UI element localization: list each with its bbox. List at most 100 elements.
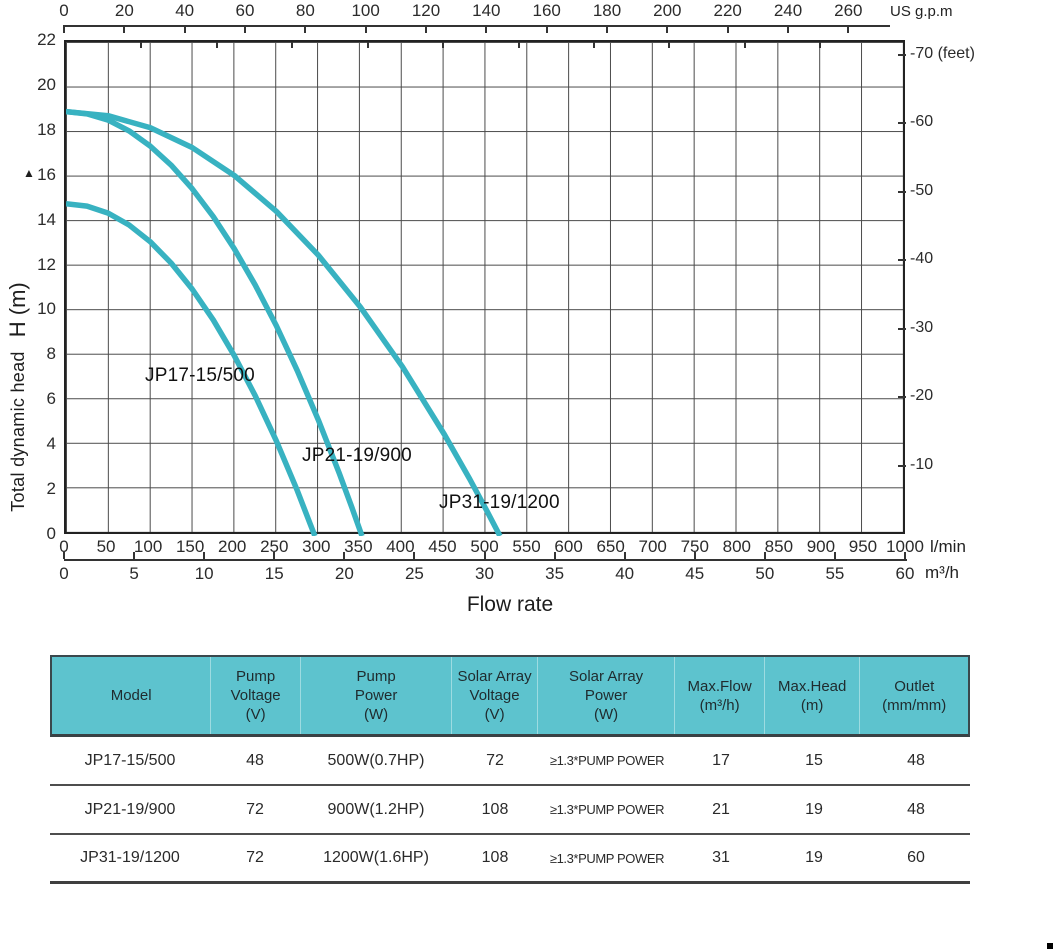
top-axis-tick-label: 200 (653, 1, 682, 20)
top-axis-tick-label: 0 (59, 1, 69, 20)
header-cell-2: Pump Power (W) (301, 657, 453, 734)
top-axis-tick (123, 25, 126, 33)
header-line: Outlet (894, 677, 935, 695)
cell-0-0: JP17-15/500 (84, 751, 176, 769)
m3h-tick-label: 55 (825, 564, 845, 583)
cell-0-6: 15 (805, 751, 823, 769)
top-axis-tick-label: 140 (472, 1, 501, 20)
header-cell-1: Pump Voltage (V) (211, 657, 301, 734)
lmin-tick-label: 550 (512, 537, 541, 556)
header-cell-4: Solar Array Power (W) (538, 657, 676, 734)
header-line: Pump (356, 668, 396, 685)
lmin-unit-label: l/min (930, 537, 966, 556)
m3h-tick-mark (833, 552, 836, 559)
top-axis-tick (183, 25, 186, 33)
top-axis-tick-label: 160 (532, 1, 561, 20)
header-line: (V) (484, 706, 505, 723)
m3h-tick-mark (553, 552, 556, 559)
feet-tick-mark (898, 464, 906, 467)
feet-tick-label: -10 (910, 455, 934, 473)
header-line: (m³/h) (699, 696, 740, 714)
top-axis-tick-label: 100 (351, 1, 380, 20)
left-axis-tick-label: 4 (46, 434, 56, 454)
curve-JP21-19/900 (66, 108, 365, 536)
lmin-tick-label: 0 (59, 537, 69, 556)
gpm-minor-tick (819, 42, 822, 48)
header-cell-3: Solar Array Voltage (V) (452, 657, 538, 734)
lmin-tick-label: 750 (680, 537, 709, 556)
header-line: Solar Array (568, 668, 644, 685)
lmin-tick-label: 800 (722, 537, 751, 556)
cell-0-1: 48 (246, 751, 264, 769)
spec-table: Model Pump Voltage (V) Pump Power (W) Solar Arr… (50, 655, 970, 884)
top-axis-tick (726, 25, 729, 33)
header-line: (W) (594, 706, 619, 723)
m3h-tick-mark (413, 552, 416, 559)
cell-2-6: 19 (805, 849, 823, 866)
curve-label-jp31: JP31-19/1200 (439, 492, 560, 513)
cell-2-2: 1200W(1.6HP) (323, 849, 429, 866)
m3h-tick-label: 30 (475, 564, 494, 583)
m3h-tick-label: 10 (194, 564, 214, 583)
feet-tick-mark (898, 122, 906, 125)
left-axis-tick-label: 20 (37, 74, 56, 94)
left-axis-tick-label: 6 (46, 389, 56, 409)
cell-0-5: 17 (712, 751, 730, 769)
m3h-tick-label: 50 (755, 564, 775, 583)
lmin-tick-label: 250 (260, 537, 289, 556)
spec-table-header: Model Pump Voltage (V) Pump Power (W) Solar Arr… (50, 655, 970, 737)
m3h-tick-mark (63, 552, 65, 559)
y-axis-title: Total dynamic head H (m) (3, 242, 33, 552)
table-row: JP21-19/900 72 900W(1.2HP) 108 ≥1.3*PUMP POW… (50, 786, 970, 835)
m3h-tick-mark (763, 552, 766, 559)
m3h-tick-label: 60 (895, 564, 915, 583)
m3h-tick-mark (904, 552, 906, 559)
header-line: (W) (364, 706, 389, 723)
left-axis-tick-label: 14 (37, 209, 56, 229)
lmin-tick-label: 600 (554, 537, 583, 556)
gpm-minor-tick (592, 42, 595, 48)
y-axis-title-text: Total dynamic head (7, 351, 28, 512)
left-axis-tick-label: 18 (37, 119, 56, 139)
y-axis-symbol: H (m) (5, 282, 30, 338)
cell-1-3: 108 (481, 800, 509, 818)
cell-2-1: 72 (246, 849, 264, 866)
feet-tick-mark (898, 327, 906, 330)
cell-2-5: 31 (712, 849, 730, 866)
header-line: (V) (245, 706, 266, 723)
top-axis-tick (545, 25, 548, 33)
top-axis-tick (244, 25, 246, 33)
cell-2-3: 108 (481, 849, 509, 866)
y-axis-arrow-icon: ▲ (23, 166, 35, 180)
gpm-minor-tick (442, 42, 445, 48)
curve-label-jp21: JP21-19/900 (302, 445, 412, 466)
lmin-tick-label: 950 (848, 537, 878, 556)
lmin-tick-label: 500 (470, 537, 499, 556)
m3h-unit-label: m³/h (925, 563, 959, 582)
gpm-minor-tick (517, 42, 520, 48)
lmin-tick-label: 1000 (886, 537, 924, 556)
lmin-tick-label: 100 (133, 537, 163, 556)
m3h-tick-label: 5 (129, 564, 139, 583)
header-line: Pump (236, 668, 276, 685)
lmin-tick-label: 200 (218, 537, 247, 556)
cell-0-2: 500W(0.7HP) (327, 751, 425, 769)
gpm-minor-tick (743, 42, 746, 48)
top-axis-unit-label: US g.p.m (890, 3, 953, 20)
header-cell-5: Max.Flow (m³/h) (675, 657, 765, 734)
top-axis-tick (847, 25, 850, 33)
left-axis-tick-label: 16 (37, 164, 56, 184)
lmin-tick-label: 650 (596, 537, 625, 556)
plot-area: JP17-15/500 JP21-19/900 JP31-19/1200 (64, 40, 905, 536)
m3h-tick-label: 25 (404, 564, 424, 583)
lmin-tick-label: 700 (638, 537, 667, 556)
feet-tick-label: -50 (910, 181, 934, 199)
top-axis-tick-label: 180 (592, 1, 622, 20)
cell-0-4: ≥1.3*PUMP POWER (549, 753, 665, 768)
left-axis-tick-label: 8 (46, 344, 56, 364)
top-axis-tick-label: 260 (834, 1, 863, 20)
gpm-minor-tick (215, 42, 218, 48)
corner-mark (1047, 943, 1053, 949)
header-line: Power (354, 687, 398, 704)
table-row: JP17-15/500 48 500W(0.7HP) 72 ≥1.3*PUMP POWE… (50, 737, 970, 786)
